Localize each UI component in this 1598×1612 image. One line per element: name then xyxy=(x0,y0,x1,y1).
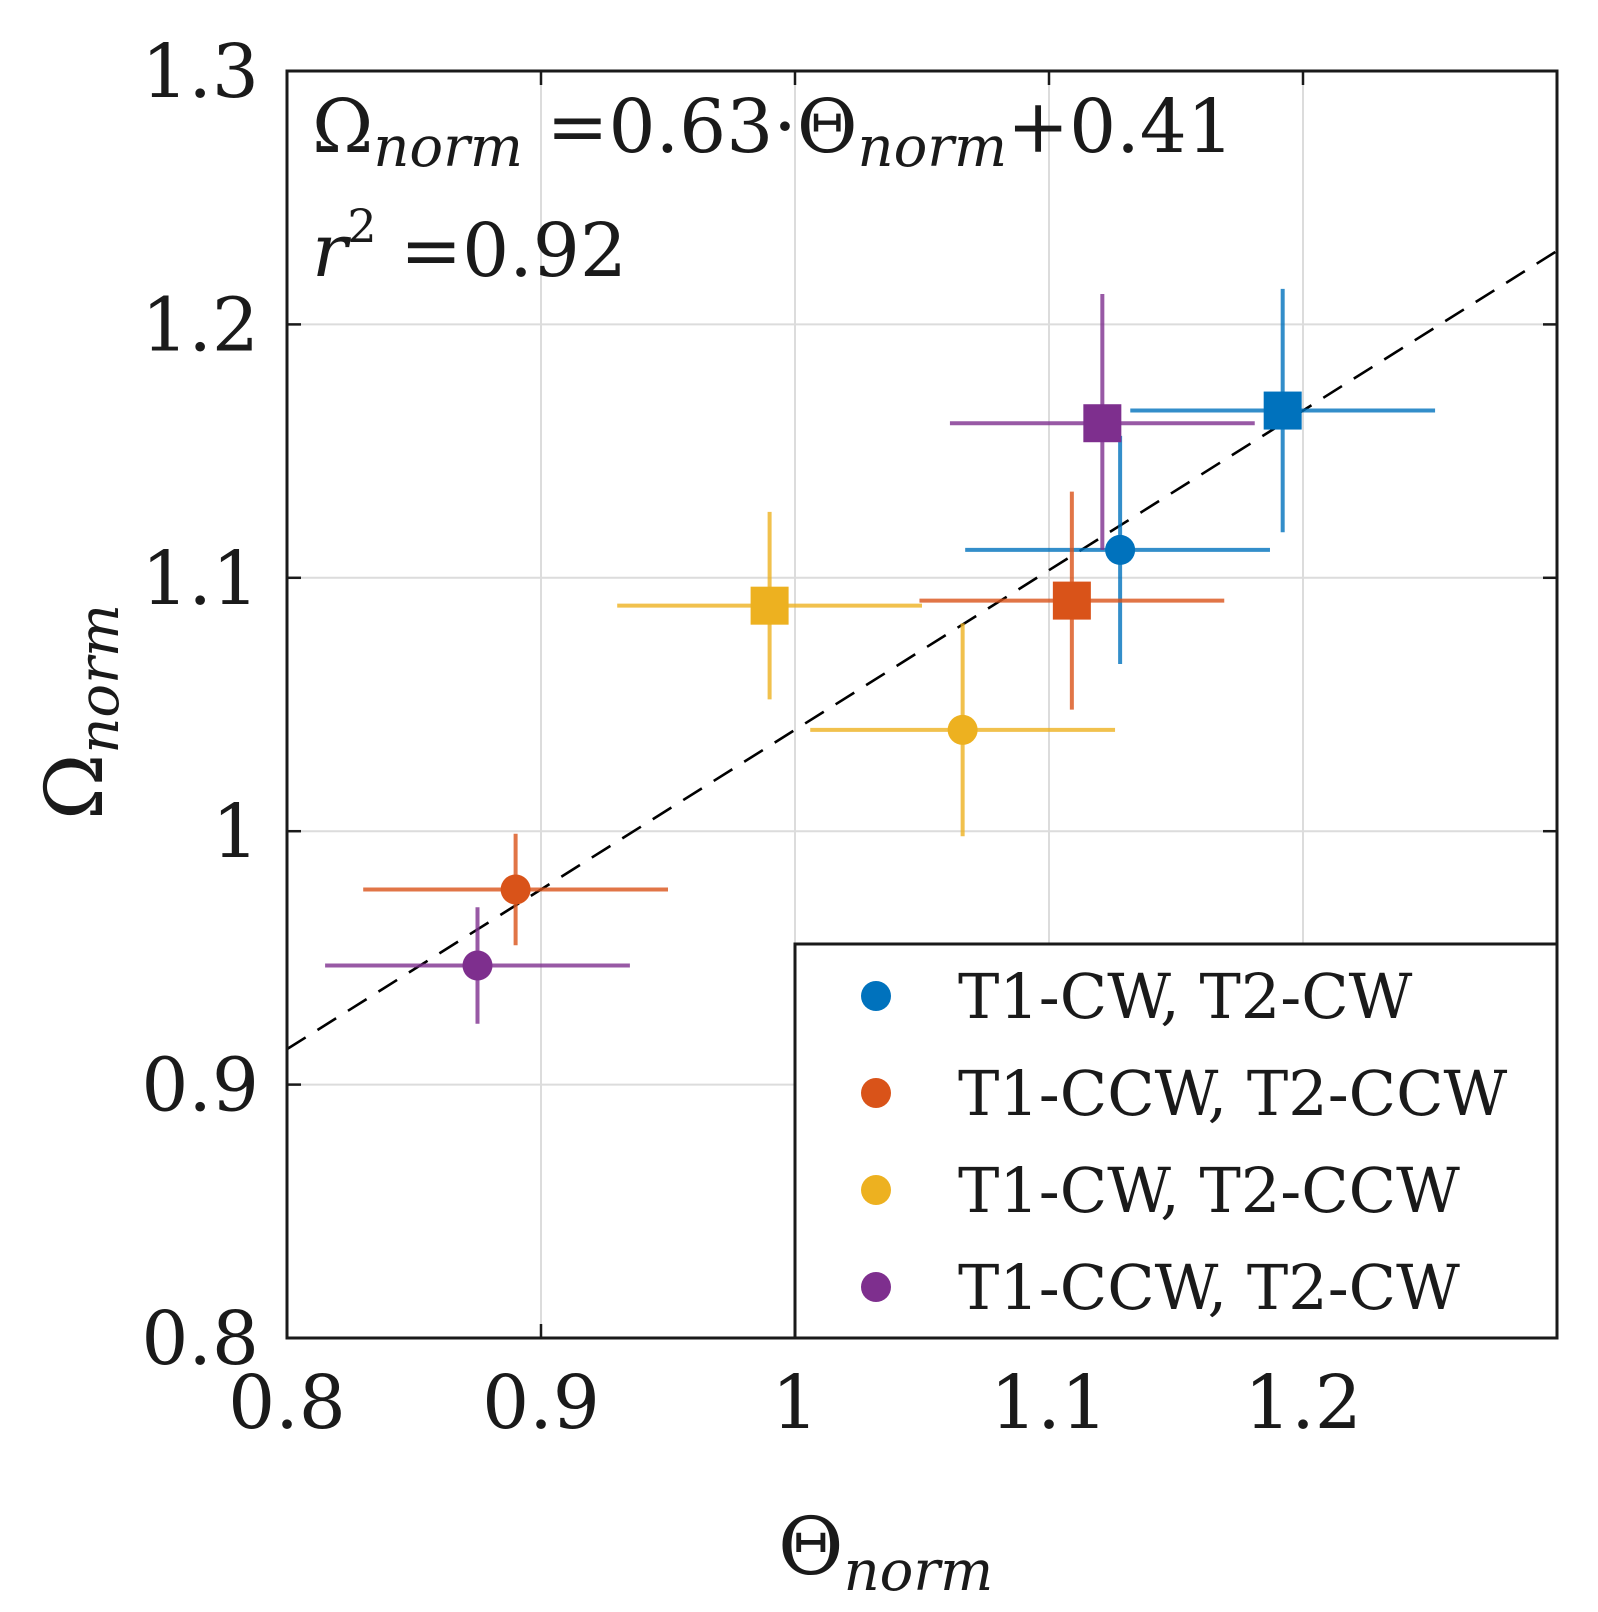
x-axis-label-main: Θ xyxy=(778,1500,844,1593)
x-tick-label: 1 xyxy=(771,1360,818,1446)
legend-marker-t1ccw-t2cw xyxy=(861,1272,891,1302)
legend-entry-t1ccw-t2ccw: T1-CCW, T2-CCW xyxy=(861,1057,1508,1130)
y-tick-label: 0.9 xyxy=(141,1043,259,1129)
tick-labels: 0.8 0.9 1 1.1 1.2 0.8 0.9 1 1.1 1.2 1.3 xyxy=(141,29,1362,1446)
eq-omega: Ω xyxy=(312,84,373,170)
y-tick-label: 1.1 xyxy=(141,536,259,622)
legend-label-t1ccw-t2cw: T1-CCW, T2-CW xyxy=(958,1251,1460,1324)
eq-theta-sub: norm xyxy=(858,115,1008,180)
r-var: r xyxy=(312,208,352,294)
eq-intercept: +0.41 xyxy=(1007,84,1234,170)
y-tick-label: 1 xyxy=(212,789,259,875)
legend-marker-t1cw-t2cw xyxy=(861,981,891,1011)
eq-middle: =0.63·Θ xyxy=(523,84,857,170)
legend-entry-t1cw-t2ccw: T1-CW, T2-CCW xyxy=(861,1154,1460,1227)
eq-omega-sub: norm xyxy=(373,115,523,180)
square-marker xyxy=(1083,404,1122,443)
legend-marker-t1cw-t2ccw xyxy=(861,1175,891,1205)
y-axis-label: Ωnorm xyxy=(28,604,132,820)
legend-box xyxy=(793,942,1559,1340)
r-squared-text: r2 =0.92 xyxy=(312,199,627,294)
legend: T1-CW, T2-CW T1-CCW, T2-CCW T1-CW, T2-CC… xyxy=(793,942,1559,1340)
y-tick-label: 1.3 xyxy=(141,29,259,115)
x-tick-label: 0.8 xyxy=(228,1360,346,1446)
square-marker xyxy=(1052,581,1091,620)
legend-entry-t1ccw-t2cw: T1-CCW, T2-CW xyxy=(861,1251,1460,1324)
x-tick-label: 0.9 xyxy=(482,1360,600,1446)
square-marker xyxy=(1263,391,1302,430)
legend-label-t1cw-t2cw: T1-CW, T2-CW xyxy=(958,960,1413,1033)
y-tick-label: 0.8 xyxy=(141,1296,259,1382)
circle-marker xyxy=(500,874,531,905)
circle-marker xyxy=(947,714,978,745)
y-axis-label-main: Ω xyxy=(28,754,121,820)
circle-marker xyxy=(1105,534,1136,565)
fit-equation-annotation: Ωnorm =0.63·Θnorm+0.41 r2 =0.92 xyxy=(312,84,1234,294)
legend-entry-t1cw-t2cw: T1-CW, T2-CW xyxy=(861,960,1413,1033)
legend-label-t1cw-t2ccw: T1-CW, T2-CCW xyxy=(958,1154,1460,1227)
legend-marker-t1ccw-t2ccw xyxy=(861,1078,891,1108)
x-tick-label: 1.1 xyxy=(990,1360,1108,1446)
r-value: =0.92 xyxy=(377,208,627,294)
fit-equation-text: Ωnorm =0.63·Θnorm+0.41 xyxy=(312,84,1234,180)
legend-label-t1ccw-t2ccw: T1-CCW, T2-CCW xyxy=(958,1057,1508,1130)
x-axis-label: Θnorm xyxy=(778,1500,993,1604)
y-tick-label: 1.2 xyxy=(141,282,259,368)
square-marker xyxy=(750,586,789,625)
x-axis-label-sub: norm xyxy=(844,1539,994,1604)
x-tick-label: 1.2 xyxy=(1244,1360,1362,1446)
y-axis-label-sub: norm xyxy=(67,604,132,754)
r-sup: 2 xyxy=(347,199,376,253)
circle-marker xyxy=(462,950,493,981)
data-markers xyxy=(462,391,1302,981)
